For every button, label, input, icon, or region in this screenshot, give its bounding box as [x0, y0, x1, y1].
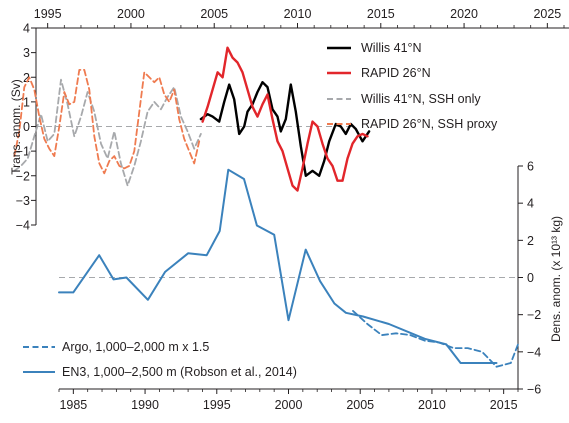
density-y-tick-label: 2	[527, 234, 534, 248]
transport-y-tick-label: 1	[23, 95, 30, 109]
transport-y-tick-label: −2	[16, 169, 30, 183]
transport-y-tick-label: 3	[23, 46, 30, 60]
series-line-en3-1-000-2-500-m-robson-et-al-2014	[58, 168, 498, 364]
transport-x-tick-label-2005: 2005	[200, 7, 228, 21]
series-line-argo-1-000-2-000-m-x-1-5	[352, 309, 519, 368]
transport-x-tick-label-1995: 1995	[34, 7, 62, 21]
transport-y-tick-label: −4	[16, 219, 30, 233]
density-x-tick-label-2005: 2005	[346, 398, 374, 412]
transport-y-tick-label: 2	[23, 71, 30, 85]
transport-y-tick-label: −3	[16, 194, 30, 208]
legend-label-en3: EN3, 1,000–2,500 m (Robson et al., 2014)	[62, 365, 297, 379]
series-line-rapid-26-n	[201, 46, 369, 192]
density-panel: 1985 1990 1995 2000 2005 2010 2015 6 4 2 0 −2 −4 −6	[58, 160, 541, 412]
transport-y-tick-label: 0	[23, 120, 30, 134]
density-y-tick-label: 6	[527, 160, 534, 174]
transport-y-tick-label: 4	[23, 22, 30, 36]
transport-y-axis-title: Trans. anom. (Sv)	[9, 79, 23, 175]
transport-y-tick-label: −1	[16, 145, 30, 159]
density-y-tick-label: −6	[527, 383, 541, 397]
transport-x-tick-label-2020: 2020	[450, 7, 478, 21]
legend-label-argo: Argo, 1,000–2,000 m x 1.5	[62, 340, 209, 354]
transport-panel: 1995 2000 2005 2010 2015 2020 2025 4 3 2 1 0 −1 −2 −3 −…	[13, 7, 569, 233]
density-x-tick-label-1995: 1995	[203, 398, 231, 412]
density-y-tick-label: −2	[527, 308, 541, 322]
transport-legend: Willis 41°N RAPID 26°N Willis 41°N, SSH …	[327, 41, 498, 131]
series-line-willis-41-n-ssh-only	[13, 78, 202, 187]
legend-label-rapid: RAPID 26°N	[361, 66, 431, 80]
density-y-tick-label: 4	[527, 197, 534, 211]
density-y-tick-label: −4	[527, 345, 541, 359]
series-line-willis-41-n	[199, 80, 371, 178]
legend-label-willis: Willis 41°N	[361, 41, 422, 55]
transport-x-tick-label-2010: 2010	[284, 7, 312, 21]
density-y-tick-label: 0	[527, 271, 534, 285]
density-x-tick-label-1985: 1985	[59, 398, 87, 412]
density-x-tick-label-2010: 2010	[418, 398, 446, 412]
density-legend: Argo, 1,000–2,000 m x 1.5 EN3, 1,000–2,5…	[23, 340, 297, 379]
density-x-tick-label-1990: 1990	[131, 398, 159, 412]
series-line-rapid-26-n-ssh-proxy	[13, 69, 201, 175]
transport-x-tick-label-2025: 2025	[533, 7, 561, 21]
transport-x-tick-label-2000: 2000	[117, 7, 145, 21]
density-y-axis-title: Dens. anom. (x 10¹³ kg)	[549, 216, 563, 342]
density-x-tick-label-2000: 2000	[275, 398, 303, 412]
transport-x-tick-label-2015: 2015	[367, 7, 395, 21]
density-x-tick-label-2015: 2015	[490, 398, 518, 412]
legend-label-willis-ssh: Willis 41°N, SSH only	[361, 92, 481, 106]
legend-label-rapid-ssh: RAPID 26°N, SSH proxy	[361, 117, 498, 131]
